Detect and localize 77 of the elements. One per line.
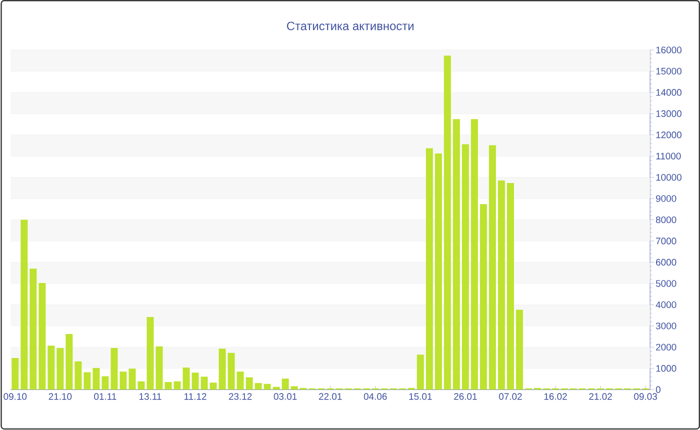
x-tick-label: 22.01 <box>318 393 342 400</box>
bar <box>174 382 181 390</box>
bar <box>444 56 451 390</box>
y-tick-label: 11000 <box>656 152 681 160</box>
y-tick-label: 2000 <box>656 344 676 351</box>
y-tick-label: 15000 <box>656 68 682 75</box>
bar <box>516 310 523 390</box>
x-tick-label: 11.12 <box>184 393 206 400</box>
bar <box>498 180 505 390</box>
x-tick-label: 03.01 <box>274 393 297 400</box>
bar <box>218 348 226 390</box>
x-tick-label: 16.02 <box>544 393 567 400</box>
bar <box>56 348 64 390</box>
bar <box>48 346 55 390</box>
bar <box>272 387 280 390</box>
x-tick-label: 09.03 <box>634 393 657 400</box>
bar <box>120 372 127 390</box>
y-tick-label: 7000 <box>656 238 676 245</box>
bar <box>246 378 253 390</box>
x-tick-label: 21.02 <box>589 393 612 400</box>
y-tick-label: 16000 <box>656 46 682 54</box>
bar <box>506 183 514 390</box>
y-tick-label: 10000 <box>656 174 682 181</box>
bar <box>426 148 433 390</box>
bar <box>38 283 46 390</box>
y-tick-label: 5000 <box>656 280 676 288</box>
bar <box>138 382 145 390</box>
x-tick-label: 13.11 <box>139 393 162 400</box>
chart-title: Статистика активности <box>286 22 414 30</box>
x-tick-label: 26.01 <box>454 393 477 400</box>
bar <box>84 372 91 390</box>
x-tick-label: 07.02 <box>499 393 522 400</box>
bar <box>74 362 82 390</box>
x-tick-label: 15.01 <box>409 393 432 400</box>
bar <box>102 376 109 390</box>
bar <box>290 386 298 390</box>
bar <box>66 334 73 390</box>
y-tick-label: 12000 <box>656 132 682 138</box>
y-tick-label: 13000 <box>656 110 682 118</box>
x-tick-label: 01.11 <box>94 393 116 400</box>
bar <box>128 368 136 390</box>
bar <box>282 378 289 390</box>
bar <box>210 382 217 390</box>
bar <box>92 368 100 390</box>
x-tick-label: 09.10 <box>4 393 27 400</box>
x-tick-label: 21.10 <box>48 393 72 400</box>
bar <box>462 144 469 390</box>
bar <box>20 220 28 390</box>
bar <box>146 317 154 390</box>
y-tick-label: 6000 <box>656 259 676 266</box>
bar <box>416 354 424 390</box>
bar <box>192 372 199 390</box>
bar <box>182 368 190 390</box>
y-tick-label: 14000 <box>656 89 682 96</box>
bar <box>200 376 208 390</box>
bar <box>164 382 172 390</box>
bar <box>12 358 19 390</box>
bar <box>488 145 496 390</box>
y-tick-label: 9000 <box>656 195 676 202</box>
bar <box>470 119 478 390</box>
y-tick-label: 8000 <box>656 216 676 224</box>
bar <box>452 119 460 390</box>
y-tick-label: 4000 <box>656 302 676 308</box>
y-tick-label: 3000 <box>656 322 676 330</box>
bar <box>264 384 271 390</box>
bar <box>110 348 118 390</box>
x-tick-label: 23.12 <box>228 393 252 400</box>
y-tick-label: 0 <box>656 386 660 394</box>
bar <box>30 268 37 390</box>
bar <box>228 353 235 390</box>
bar <box>156 346 163 390</box>
bar <box>236 372 244 390</box>
bar <box>434 154 442 390</box>
bar <box>254 383 262 390</box>
y-tick-label: 1000 <box>656 365 676 372</box>
x-tick-label: 04.06 <box>364 393 387 400</box>
bar <box>480 204 487 390</box>
